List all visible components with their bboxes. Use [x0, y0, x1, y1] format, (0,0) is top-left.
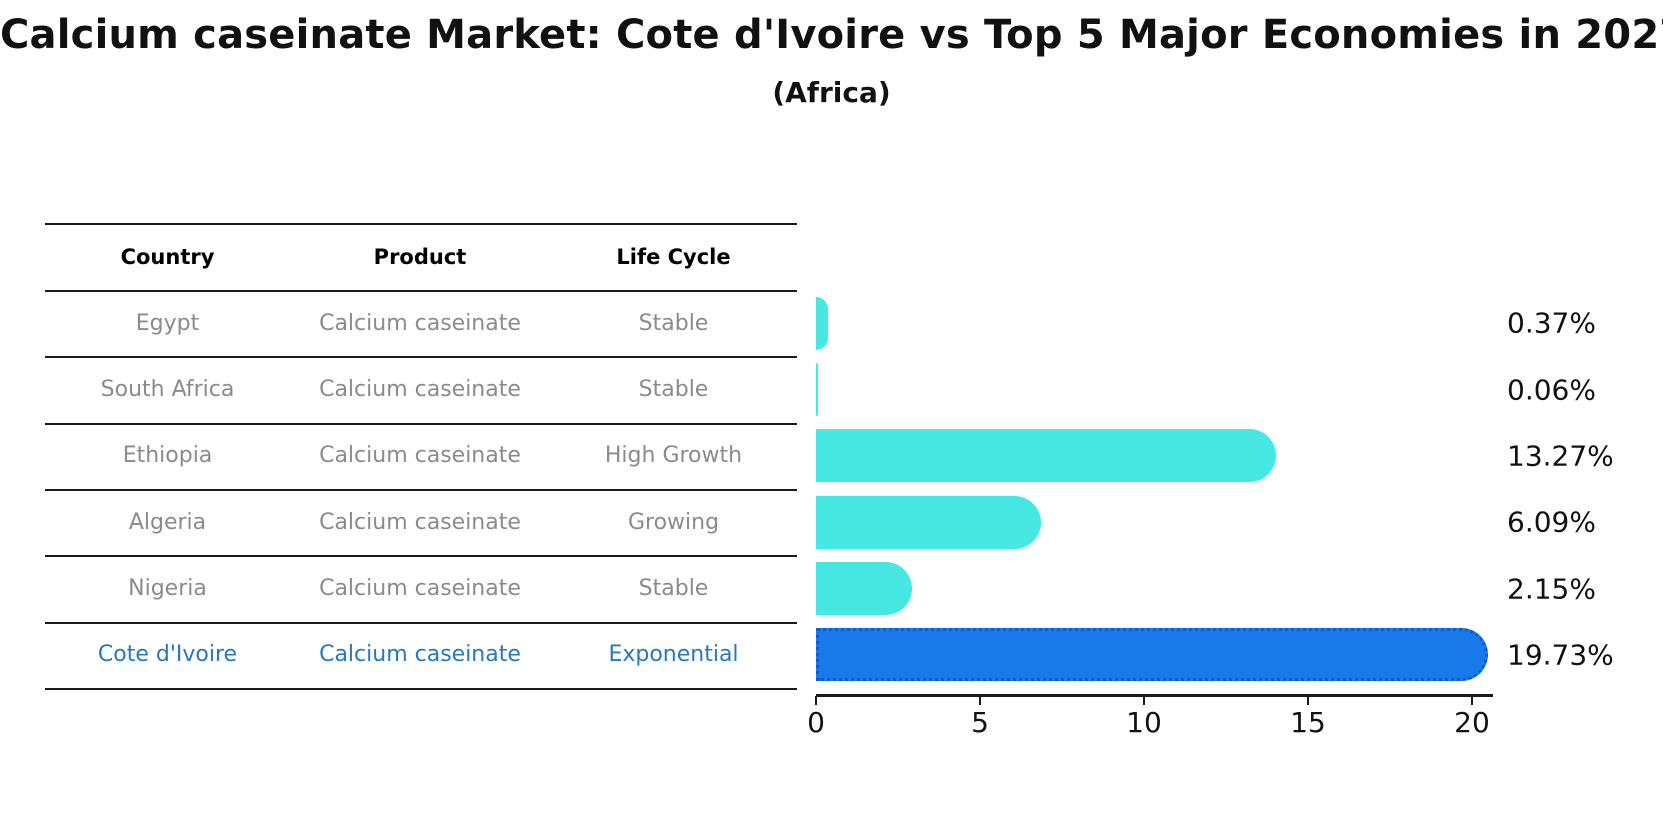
table-row-ethiopia: Ethiopia Calcium caseinate High Growth [45, 423, 797, 489]
bar-south-africa [816, 363, 818, 416]
x-tick [1142, 696, 1146, 705]
cell-country: South Africa [100, 376, 235, 402]
cell-life-cycle: High Growth [604, 443, 743, 469]
table-header-row: Country Product Life Cycle [45, 223, 797, 290]
bar-algeria [816, 495, 1041, 549]
value-label-egypt: 0.37% [1507, 306, 1596, 340]
cell-country: Nigeria [128, 575, 207, 601]
cell-country: Algeria [128, 509, 207, 535]
table-divider [45, 489, 797, 491]
x-axis [816, 694, 1493, 697]
cell-life-cycle: Stable [638, 376, 709, 402]
table-row-algeria: Algeria Calcium caseinate Growing [45, 489, 797, 555]
cell-product: Calcium caseinate [319, 376, 521, 402]
table-divider [45, 555, 797, 558]
value-label-cote-d-ivoire: 19.73% [1507, 638, 1614, 672]
chart-subtitle: (Africa) [772, 76, 891, 109]
value-label-south-africa: 0.06% [1507, 373, 1596, 406]
bar-nigeria [816, 562, 912, 615]
x-tick [978, 696, 982, 705]
cell-country: Cote d'Ivoire [97, 642, 238, 668]
cell-product: Calcium caseinate [319, 310, 521, 336]
bar-egypt [816, 296, 829, 350]
cell-country: Ethiopia [122, 443, 213, 469]
table-divider [45, 688, 797, 690]
bar-cote-d-ivoire [816, 628, 1489, 682]
table-row-egypt: Egypt Calcium caseinate Stable [45, 290, 797, 356]
x-tick-label: 0 [807, 706, 825, 739]
cell-product: Calcium caseinate [319, 642, 521, 668]
chart-title: Calcium caseinate Market: Cote d'Ivoire … [0, 12, 1663, 58]
table-row-south-africa: South Africa Calcium caseinate Stable [45, 356, 797, 422]
bar-ethiopia [816, 429, 1277, 483]
x-tick-label: 20 [1454, 706, 1490, 739]
value-label-nigeria: 2.15% [1507, 572, 1596, 605]
cell-life-cycle: Exponential [608, 642, 739, 668]
table-row-cote-d-ivoire: Cote d'Ivoire Calcium caseinate Exponentia… [45, 622, 797, 688]
cell-life-cycle: Stable [638, 310, 709, 336]
cell-product: Calcium caseinate [319, 575, 521, 601]
x-tick-label: 15 [1290, 706, 1326, 739]
cell-product: Calcium caseinate [319, 509, 521, 535]
column-header-country: Country [120, 244, 215, 269]
table-top-line [45, 223, 797, 225]
table-divider [45, 356, 797, 359]
cell-life-cycle: Stable [638, 575, 709, 601]
x-tick [814, 696, 818, 705]
table-divider [45, 422, 797, 425]
cell-life-cycle: Growing [627, 509, 720, 535]
x-tick-label: 5 [971, 706, 989, 739]
table-row-nigeria: Nigeria Calcium caseinate Stable [45, 555, 797, 621]
table-header-line [45, 290, 797, 292]
x-tick [1306, 696, 1310, 705]
cell-product: Calcium caseinate [319, 443, 521, 469]
cell-country: Egypt [135, 310, 200, 336]
column-header-life-cycle: Life Cycle [616, 244, 731, 269]
x-tick-label: 10 [1126, 706, 1162, 739]
value-label-ethiopia: 13.27% [1507, 439, 1614, 473]
column-header-product: Product [373, 244, 467, 269]
value-label-algeria: 6.09% [1507, 505, 1596, 539]
x-tick [1470, 696, 1474, 705]
table-divider [45, 621, 797, 624]
